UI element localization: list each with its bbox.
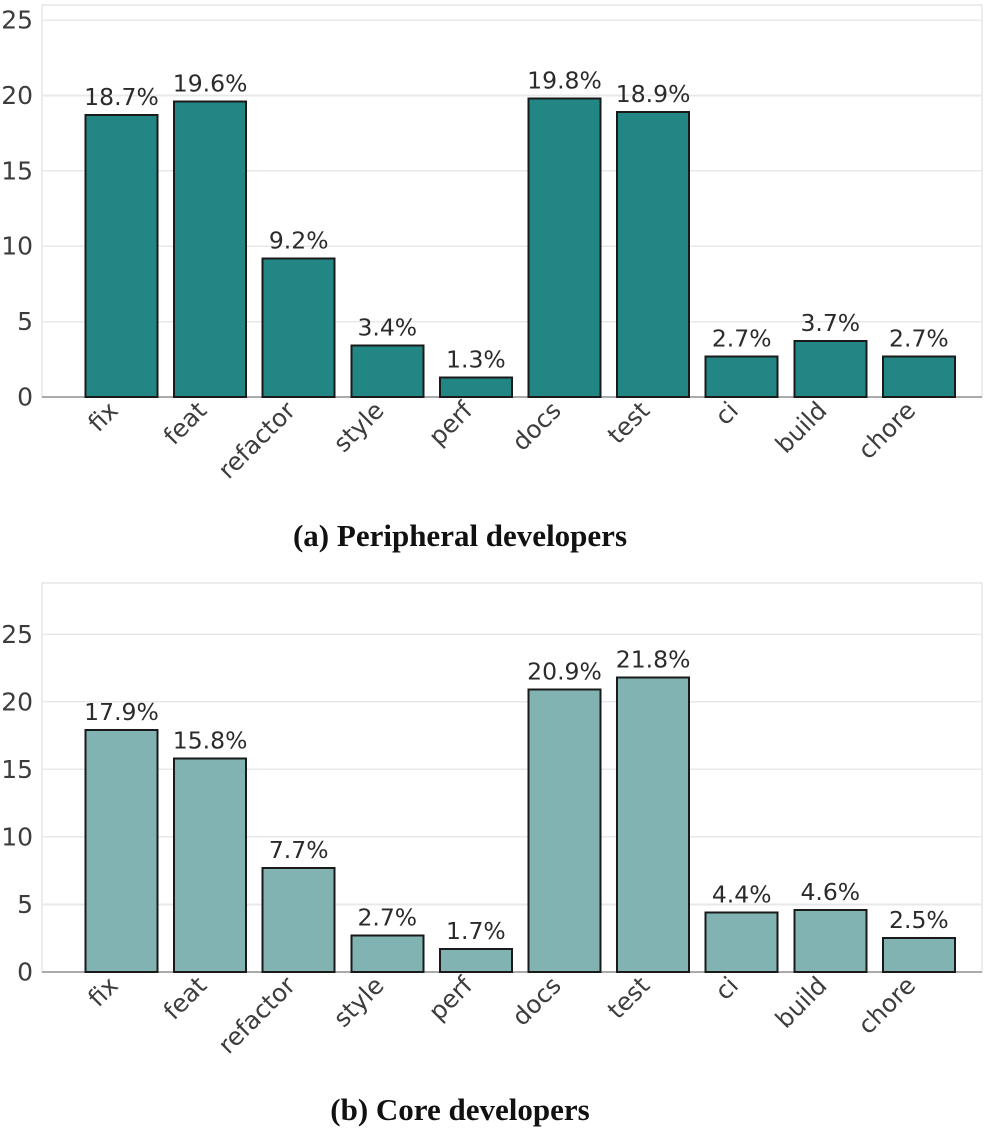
bar-style — [350, 344, 425, 399]
xtick-label-style: style — [327, 396, 389, 458]
bar-chart-peripheral-developers: 0 5 10 15 20 25 18.7% fix 19.6% feat 9.2% refactor 3… — [0, 0, 1000, 514]
value-label-chore: 2.5% — [889, 906, 949, 934]
value-label-feat: 15.8% — [173, 727, 248, 755]
xtick-label-docs: docs — [506, 396, 567, 457]
bar-build — [793, 908, 868, 973]
bar-docs — [527, 97, 602, 398]
xtick-label-style: style — [327, 971, 389, 1033]
xtick-label-feat: feat — [158, 970, 213, 1025]
ytick-label-25: 25 — [1, 6, 33, 35]
xtick-label-refactor: refactor — [212, 395, 301, 484]
xtick-label-test: test — [602, 395, 656, 449]
ytick-label-15: 15 — [1, 755, 33, 784]
ytick-label-5: 5 — [17, 307, 33, 336]
ytick-label-0: 0 — [17, 383, 33, 412]
xtick-label-docs: docs — [506, 971, 567, 1032]
bar-ci — [704, 355, 779, 398]
xtick-label-chore: chore — [852, 396, 921, 465]
chart-svg-1: 0 5 10 15 20 25 17.9% fix 15.8% feat 7.7% refactor 2… — [1, 582, 983, 1059]
bar-chart-core-developers: 0 5 10 15 20 25 17.9% fix 15.8% feat 7.7% refactor 2… — [0, 578, 1000, 1094]
value-label-build: 3.7% — [800, 309, 860, 337]
xtick-label-chore: chore — [852, 971, 921, 1040]
value-label-docs: 20.9% — [527, 658, 602, 686]
value-label-feat: 19.6% — [173, 69, 248, 97]
bar-chore — [881, 355, 956, 398]
value-label-perf: 1.7% — [446, 917, 506, 945]
bar-perf — [438, 376, 513, 398]
bar-refactor — [261, 866, 336, 973]
bar-build — [793, 340, 868, 399]
value-label-fix: 18.7% — [84, 83, 159, 111]
xtick-label-refactor: refactor — [212, 970, 301, 1059]
ytick-label-25: 25 — [1, 620, 33, 649]
xtick-label-ci: ci — [709, 971, 744, 1006]
ytick-label-20: 20 — [1, 687, 33, 716]
ytick-label-20: 20 — [1, 81, 33, 110]
xtick-label-ci: ci — [709, 396, 744, 431]
value-label-style: 3.4% — [357, 314, 417, 342]
value-label-fix: 17.9% — [84, 698, 159, 726]
xtick-label-build: build — [769, 396, 832, 459]
ytick-label-0: 0 — [17, 958, 33, 987]
ytick-label-10: 10 — [1, 822, 33, 851]
value-label-ci: 4.4% — [712, 881, 772, 909]
xtick-label-test: test — [602, 970, 656, 1024]
xtick-label-build: build — [769, 971, 832, 1034]
caption-core: (b) Core developers — [330, 1092, 590, 1127]
value-label-refactor: 7.7% — [269, 836, 329, 864]
bar-docs — [527, 688, 602, 973]
bar-style — [350, 934, 425, 973]
value-label-chore: 2.7% — [889, 324, 949, 352]
value-label-build: 4.6% — [800, 878, 860, 906]
caption-peripheral: (a) Peripheral developers — [292, 518, 628, 553]
xtick-label-perf: perf — [423, 970, 479, 1026]
value-label-test: 18.9% — [616, 80, 691, 108]
bar-feat — [173, 100, 248, 398]
value-label-style: 2.7% — [357, 904, 417, 932]
value-label-test: 21.8% — [616, 646, 691, 674]
xtick-label-perf: perf — [423, 395, 479, 451]
bar-perf — [438, 948, 513, 974]
xtick-label-feat: feat — [158, 395, 213, 450]
bar-fix — [84, 729, 159, 973]
value-label-ci: 2.7% — [712, 324, 772, 352]
ytick-label-5: 5 — [17, 890, 33, 919]
value-label-perf: 1.3% — [446, 345, 506, 373]
value-label-refactor: 9.2% — [269, 226, 329, 254]
chart-svg-0: 0 5 10 15 20 25 18.7% fix 19.6% feat 9.2% refactor 3… — [1, 4, 983, 484]
bar-refactor — [261, 257, 336, 398]
bar-chore — [881, 937, 956, 973]
ytick-label-10: 10 — [1, 232, 33, 261]
bar-feat — [173, 757, 248, 973]
bar-test — [616, 676, 691, 973]
bar-ci — [704, 911, 779, 974]
ytick-label-15: 15 — [1, 156, 33, 185]
bar-test — [616, 111, 691, 399]
value-label-docs: 19.8% — [527, 66, 602, 94]
bar-fix — [84, 114, 159, 399]
xtick-label-fix: fix — [82, 971, 124, 1013]
xtick-label-fix: fix — [82, 396, 124, 438]
